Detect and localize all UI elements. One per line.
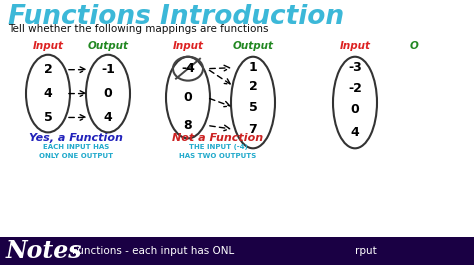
- Text: 8: 8: [184, 119, 192, 132]
- Text: -2: -2: [348, 82, 362, 95]
- Text: Tell whether the following mappings are functions: Tell whether the following mappings are …: [8, 24, 268, 34]
- Text: 5: 5: [44, 111, 52, 124]
- Text: -3: -3: [348, 61, 362, 74]
- Text: Not a Function: Not a Function: [173, 133, 264, 143]
- Text: 1: 1: [249, 61, 257, 74]
- Text: -1: -1: [101, 63, 115, 76]
- Text: Notes: Notes: [6, 239, 82, 263]
- Text: rput: rput: [355, 246, 377, 256]
- Text: EACH INPUT HAS
ONLY ONE OUTPUT: EACH INPUT HAS ONLY ONE OUTPUT: [39, 144, 113, 159]
- Text: THE INPUT (-4)
HAS TWO OUTPUTS: THE INPUT (-4) HAS TWO OUTPUTS: [179, 144, 256, 159]
- Text: Yes, a Function: Yes, a Function: [29, 133, 123, 143]
- Text: Input: Input: [339, 41, 371, 51]
- Text: Input: Input: [173, 41, 203, 51]
- Text: Functions Introduction: Functions Introduction: [8, 4, 344, 30]
- Text: O: O: [410, 41, 419, 51]
- Text: Output: Output: [233, 41, 273, 51]
- Text: Functions - each input has ONL: Functions - each input has ONL: [72, 246, 234, 256]
- FancyBboxPatch shape: [0, 237, 474, 265]
- Text: 0: 0: [351, 103, 359, 116]
- Text: -4: -4: [181, 62, 195, 75]
- Text: 4: 4: [44, 87, 52, 100]
- Text: 0: 0: [183, 91, 192, 104]
- Text: Output: Output: [88, 41, 128, 51]
- Text: Input: Input: [33, 41, 64, 51]
- Text: 2: 2: [249, 80, 257, 93]
- Text: 5: 5: [249, 101, 257, 114]
- Text: 4: 4: [351, 126, 359, 139]
- Text: 4: 4: [104, 111, 112, 124]
- Text: 2: 2: [44, 63, 52, 76]
- Text: 0: 0: [104, 87, 112, 100]
- Text: 7: 7: [249, 123, 257, 136]
